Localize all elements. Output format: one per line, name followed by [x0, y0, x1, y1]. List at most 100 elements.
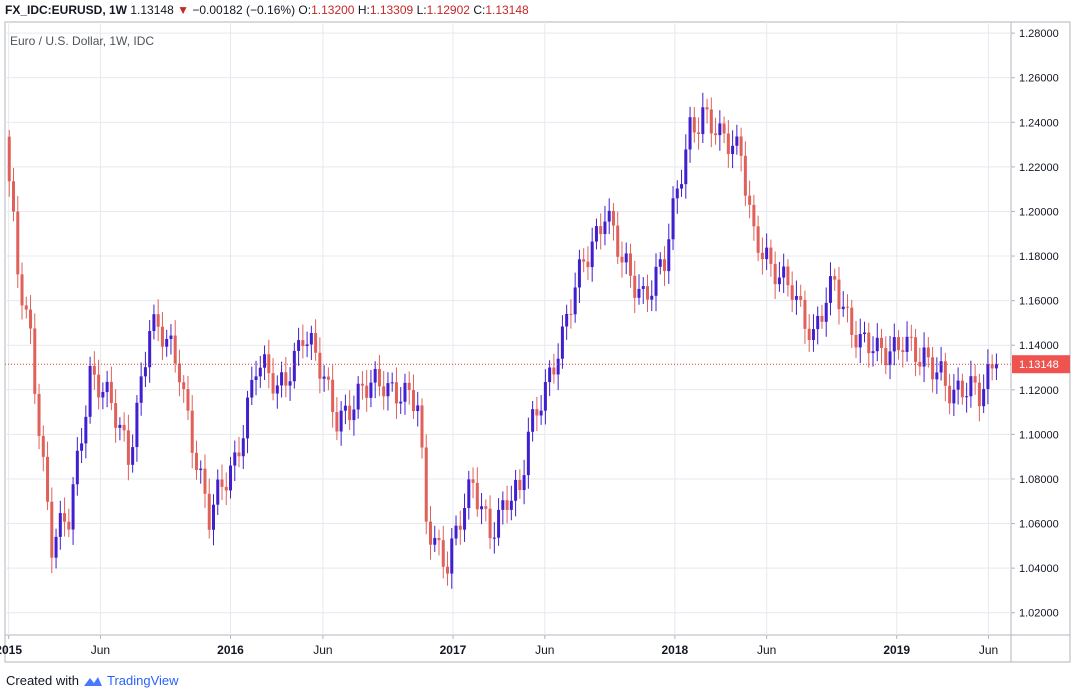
candle-body: [722, 123, 726, 134]
candle: [565, 304, 569, 340]
candle: [114, 389, 118, 443]
candle: [646, 274, 650, 313]
created-with-label: Created with: [6, 673, 79, 688]
x-tick-label: 2017: [440, 643, 467, 657]
candle: [360, 371, 364, 400]
candle: [160, 312, 164, 361]
candle-body: [143, 367, 147, 377]
low-label: L:: [416, 3, 427, 17]
candle-body: [131, 447, 135, 465]
candle: [714, 117, 718, 145]
candle: [628, 243, 632, 288]
x-tick-label: 2018: [662, 643, 689, 657]
candle: [616, 211, 620, 264]
candle-body: [365, 385, 369, 398]
candle-body: [318, 352, 322, 379]
candle: [88, 356, 92, 424]
candle: [760, 237, 764, 275]
price-axis[interactable]: 1.28000 1.26000 1.24000 1.22000 1.20000 1.180…: [1011, 28, 1059, 620]
candle: [75, 437, 79, 496]
candle: [122, 412, 126, 442]
candle-body: [539, 410, 543, 416]
candle-body: [446, 566, 450, 574]
candle: [777, 261, 781, 292]
candle: [990, 354, 994, 381]
tradingview-logo-icon: [83, 676, 102, 686]
candle: [41, 425, 45, 472]
tradingview-brand[interactable]: TradingView: [106, 673, 179, 688]
candle-body: [565, 313, 569, 327]
candle: [416, 391, 420, 427]
candle: [403, 373, 407, 415]
candle: [667, 223, 671, 284]
candle: [956, 367, 960, 405]
candle-body: [509, 500, 513, 510]
candle: [654, 253, 658, 312]
candle: [960, 373, 964, 405]
candle: [301, 324, 305, 359]
candle-body: [322, 376, 326, 379]
candle-body: [701, 107, 705, 135]
candle-body: [135, 402, 139, 448]
candle: [24, 296, 28, 319]
candle-body: [20, 274, 24, 306]
candle-body: [646, 286, 650, 300]
candle: [752, 194, 756, 241]
candle: [484, 499, 488, 522]
candle-body: [922, 347, 926, 367]
candle: [905, 321, 909, 362]
candle: [926, 337, 930, 368]
candle-body: [667, 239, 671, 272]
candle: [548, 360, 552, 397]
candle-body: [620, 256, 624, 263]
candle: [7, 129, 11, 197]
y-tick-label: 1.14000: [1019, 340, 1059, 352]
candle-body: [786, 266, 790, 286]
candle-body: [807, 328, 811, 340]
candle-body: [514, 479, 518, 501]
candle: [543, 369, 547, 425]
candle-body: [960, 380, 964, 398]
candle-body: [63, 513, 67, 522]
candle-body: [75, 450, 79, 485]
candle-body: [799, 296, 803, 300]
candle-body: [169, 335, 173, 339]
x-tick-label: Jun: [757, 643, 776, 657]
low-value: 1.12902: [426, 3, 470, 17]
change-value: −0.00182 (−0.16%): [192, 3, 296, 17]
candle: [305, 331, 309, 358]
symbol-header: FX_IDC:EURUSD, 1W 1.13148 ▼ −0.00182 (−0…: [5, 3, 529, 17]
y-tick-label: 1.16000: [1019, 296, 1059, 308]
candle-body: [7, 136, 11, 182]
candle-body: [594, 226, 598, 242]
candle-body: [573, 287, 577, 315]
candle: [586, 246, 590, 281]
candle-body: [828, 276, 832, 303]
candle: [705, 98, 709, 124]
candle: [488, 495, 492, 550]
candle: [190, 395, 194, 469]
x-tick-label: 2015: [0, 643, 22, 657]
candle: [845, 294, 849, 323]
candle-body: [437, 537, 441, 541]
chart-frame: [4, 21, 1071, 663]
candle-body: [948, 385, 952, 404]
candle: [437, 529, 441, 556]
candle: [952, 374, 956, 417]
candle-body: [250, 379, 254, 398]
candle-body: [709, 109, 713, 134]
candle: [335, 397, 339, 441]
candle-body: [275, 385, 279, 394]
candle-body: [182, 382, 186, 390]
candle-body: [122, 424, 126, 431]
time-axis[interactable]: 2015 Jun 2016 Jun 2017 Jun 2018 Jun 2019 Jun: [0, 635, 998, 657]
candle-body: [624, 253, 628, 263]
candle: [701, 92, 705, 143]
candle: [492, 522, 496, 554]
candle: [556, 343, 560, 391]
candle-body: [224, 486, 228, 491]
candle: [880, 328, 884, 364]
candle-body: [105, 381, 109, 393]
candle-body: [752, 204, 756, 227]
